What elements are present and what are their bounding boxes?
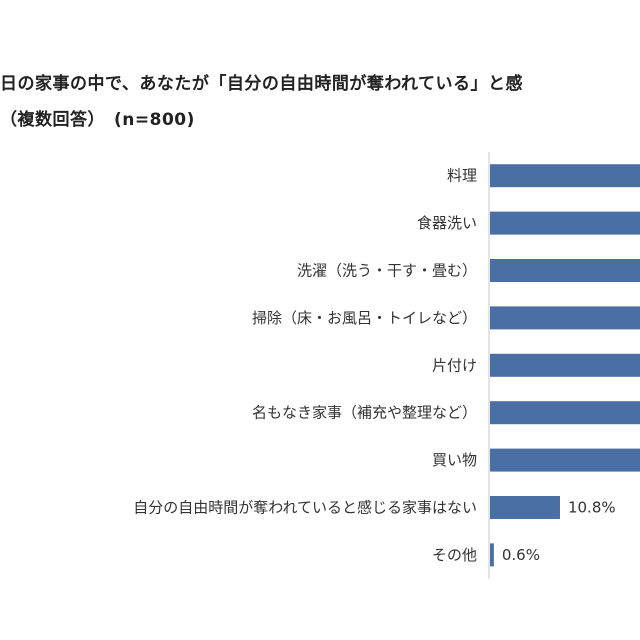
- chart-title-line2: （複数回答） (n=800): [0, 110, 195, 130]
- bar: [490, 164, 640, 188]
- category-label: 片付け: [432, 356, 477, 374]
- category-label: 名もなき家事（補充や整理など）: [252, 404, 477, 422]
- category-label: 自分の自由時間が奪われていると感じる家事はない: [133, 499, 477, 517]
- category-label: 買い物: [432, 451, 477, 469]
- data-label: 10.8%: [568, 499, 616, 517]
- chart-title-line1: 日の家事の中で、あなたが「自分の自由時間が奪われている」と感: [0, 74, 523, 94]
- category-label: 洗濯（洗う・干す・畳む）: [297, 262, 477, 280]
- category-label: その他: [432, 546, 477, 564]
- bar: [490, 211, 640, 235]
- category-label: 料理: [447, 167, 477, 185]
- data-label: 0.6%: [502, 546, 540, 564]
- bar: [490, 496, 560, 519]
- bar: [490, 543, 494, 567]
- bar: [490, 259, 640, 282]
- bar: [490, 448, 640, 472]
- bar: [490, 306, 640, 330]
- category-label: 食器洗い: [417, 214, 477, 232]
- bar: [490, 401, 640, 425]
- bar: [490, 353, 640, 377]
- category-label: 掃除（床・お風呂・トイレなど）: [252, 309, 477, 327]
